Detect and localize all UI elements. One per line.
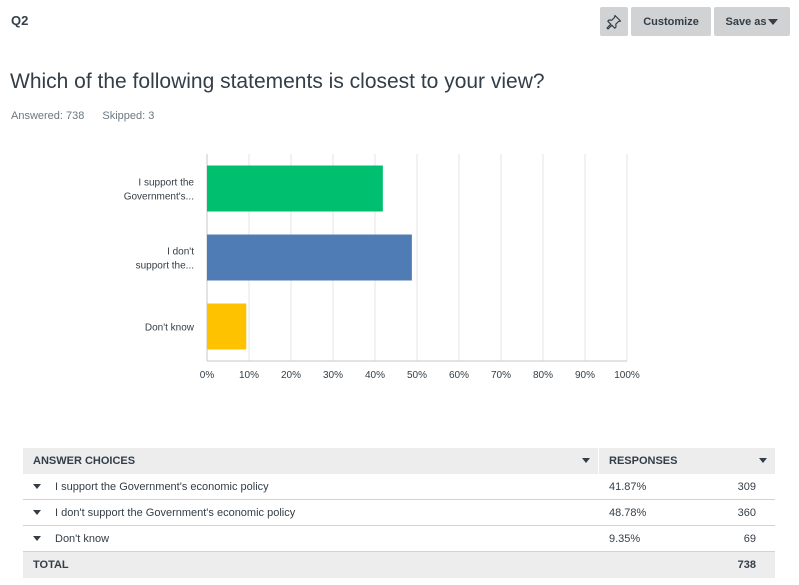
responses-header-label: RESPONSES xyxy=(609,455,678,467)
expand-caret-icon[interactable] xyxy=(33,484,41,489)
responses-table: ANSWER CHOICES RESPONSES I support the G… xyxy=(23,448,775,578)
total-row: TOTAL 738 xyxy=(23,552,775,578)
answer-choice-label: I don't support the Government's economi… xyxy=(55,506,296,519)
save-as-label: Save as xyxy=(725,15,767,28)
answer-choices-header-label: ANSWER CHOICES xyxy=(33,455,136,467)
bar xyxy=(207,303,247,350)
x-tick-label: 80% xyxy=(533,370,553,381)
expand-caret-icon[interactable] xyxy=(33,536,41,541)
question-title: Which of the following statements is clo… xyxy=(10,70,545,93)
x-tick-label: 90% xyxy=(575,370,595,381)
response-count: 309 xyxy=(737,480,756,493)
bar xyxy=(207,234,412,281)
skipped-count: Skipped: 3 xyxy=(102,110,155,122)
x-tick-label: 40% xyxy=(365,370,385,381)
bar xyxy=(207,165,383,212)
table-row: I support the Government's economic poli… xyxy=(23,474,775,500)
answer-choice-cell: Don't know xyxy=(23,533,599,545)
toolbar: Customize Save as xyxy=(600,7,790,36)
bar-chart: 0% 10% 20% 30% 40% 50% 60% 70% 80% 90% 100% I suppo… xyxy=(0,140,799,405)
response-percent: 9.35% xyxy=(609,532,641,545)
x-tick-label: 50% xyxy=(407,370,427,381)
category-label-line: Don't know xyxy=(145,323,195,334)
x-tick-label: 20% xyxy=(281,370,301,381)
answered-count: Answered: 738 xyxy=(11,110,85,122)
response-count: 360 xyxy=(737,506,756,519)
answer-choice-cell: I don't support the Government's economi… xyxy=(23,507,599,519)
total-value: 738 xyxy=(737,559,756,571)
save-as-button[interactable]: Save as xyxy=(714,7,790,36)
x-tick-label: 100% xyxy=(614,370,640,381)
x-tick-label: 10% xyxy=(239,370,259,381)
table-row: I don't support the Government's economi… xyxy=(23,500,775,526)
answer-choice-label: I support the Government's economic poli… xyxy=(55,480,269,493)
response-percent: 41.87% xyxy=(609,480,647,493)
table-header: ANSWER CHOICES RESPONSES xyxy=(23,448,775,474)
caret-down-icon xyxy=(759,458,767,463)
answer-choices-header[interactable]: ANSWER CHOICES xyxy=(23,448,599,474)
response-percent: 48.78% xyxy=(609,506,647,519)
x-tick-label: 60% xyxy=(449,370,469,381)
expand-caret-icon[interactable] xyxy=(33,510,41,515)
answer-choice-cell: I support the Government's economic poli… xyxy=(23,481,599,493)
category-label-line: I don't xyxy=(167,247,194,258)
bar-chart-svg: 0% 10% 20% 30% 40% 50% 60% 70% 80% 90% 100% I suppo… xyxy=(124,154,640,381)
category-label-line: I support the xyxy=(138,178,194,189)
answer-choice-label: Don't know xyxy=(55,532,110,545)
response-stats: Answered: 738 Skipped: 3 xyxy=(11,110,154,122)
responses-header[interactable]: RESPONSES xyxy=(599,448,775,474)
x-tick-label: 0% xyxy=(200,370,215,381)
total-label: TOTAL xyxy=(33,559,69,571)
category-label-line: Government's... xyxy=(124,192,194,203)
response-count: 69 xyxy=(743,532,756,545)
pin-button[interactable] xyxy=(600,7,628,36)
table-row: Don't know 9.35% 69 xyxy=(23,526,775,552)
x-tick-label: 30% xyxy=(323,370,343,381)
category-label: Don't know xyxy=(145,323,195,334)
customize-button[interactable]: Customize xyxy=(631,7,711,36)
pin-icon xyxy=(606,14,622,30)
question-number: Q2 xyxy=(11,13,29,28)
caret-down-icon xyxy=(582,458,590,463)
category-label: I support the Government's... xyxy=(124,178,195,203)
category-label-line: support the... xyxy=(136,261,194,272)
caret-down-icon xyxy=(768,18,779,25)
category-label: I don't support the... xyxy=(136,247,195,272)
x-tick-label: 70% xyxy=(491,370,511,381)
